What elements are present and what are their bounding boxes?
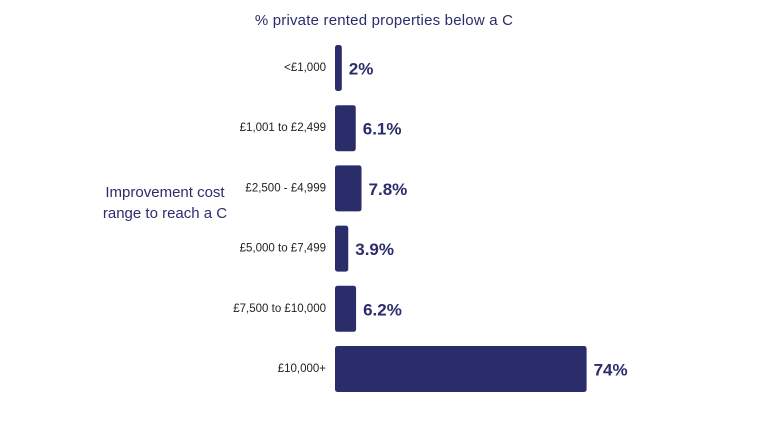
bar [335,285,357,332]
bar-value-label: 74% [594,361,628,380]
bar-value-label: 2% [349,60,374,79]
bar [335,45,342,91]
bar [335,105,356,152]
category-tick-label: £7,500 to £10,000 [233,303,326,315]
bar-value-label: 6.2% [363,300,402,319]
category-tick-label: <£1,000 [284,62,326,74]
y-axis-label: Improvement cost range to reach a C [102,184,228,222]
category-tick-label: £1,001 to £2,499 [240,122,326,134]
category-tick-label: £5,000 to £7,499 [240,243,326,255]
bar [335,165,362,212]
bar-value-label: 7.8% [369,180,408,199]
bar [335,225,349,272]
bar [335,346,587,392]
category-tick-label: £10,000+ [278,363,327,375]
category-tick-label: £2,500 - £4,999 [245,182,326,194]
bar-value-label: 6.1% [363,120,402,139]
bar-value-label: 3.9% [355,240,394,259]
chart-title: % private rented properties below a C [254,12,514,29]
